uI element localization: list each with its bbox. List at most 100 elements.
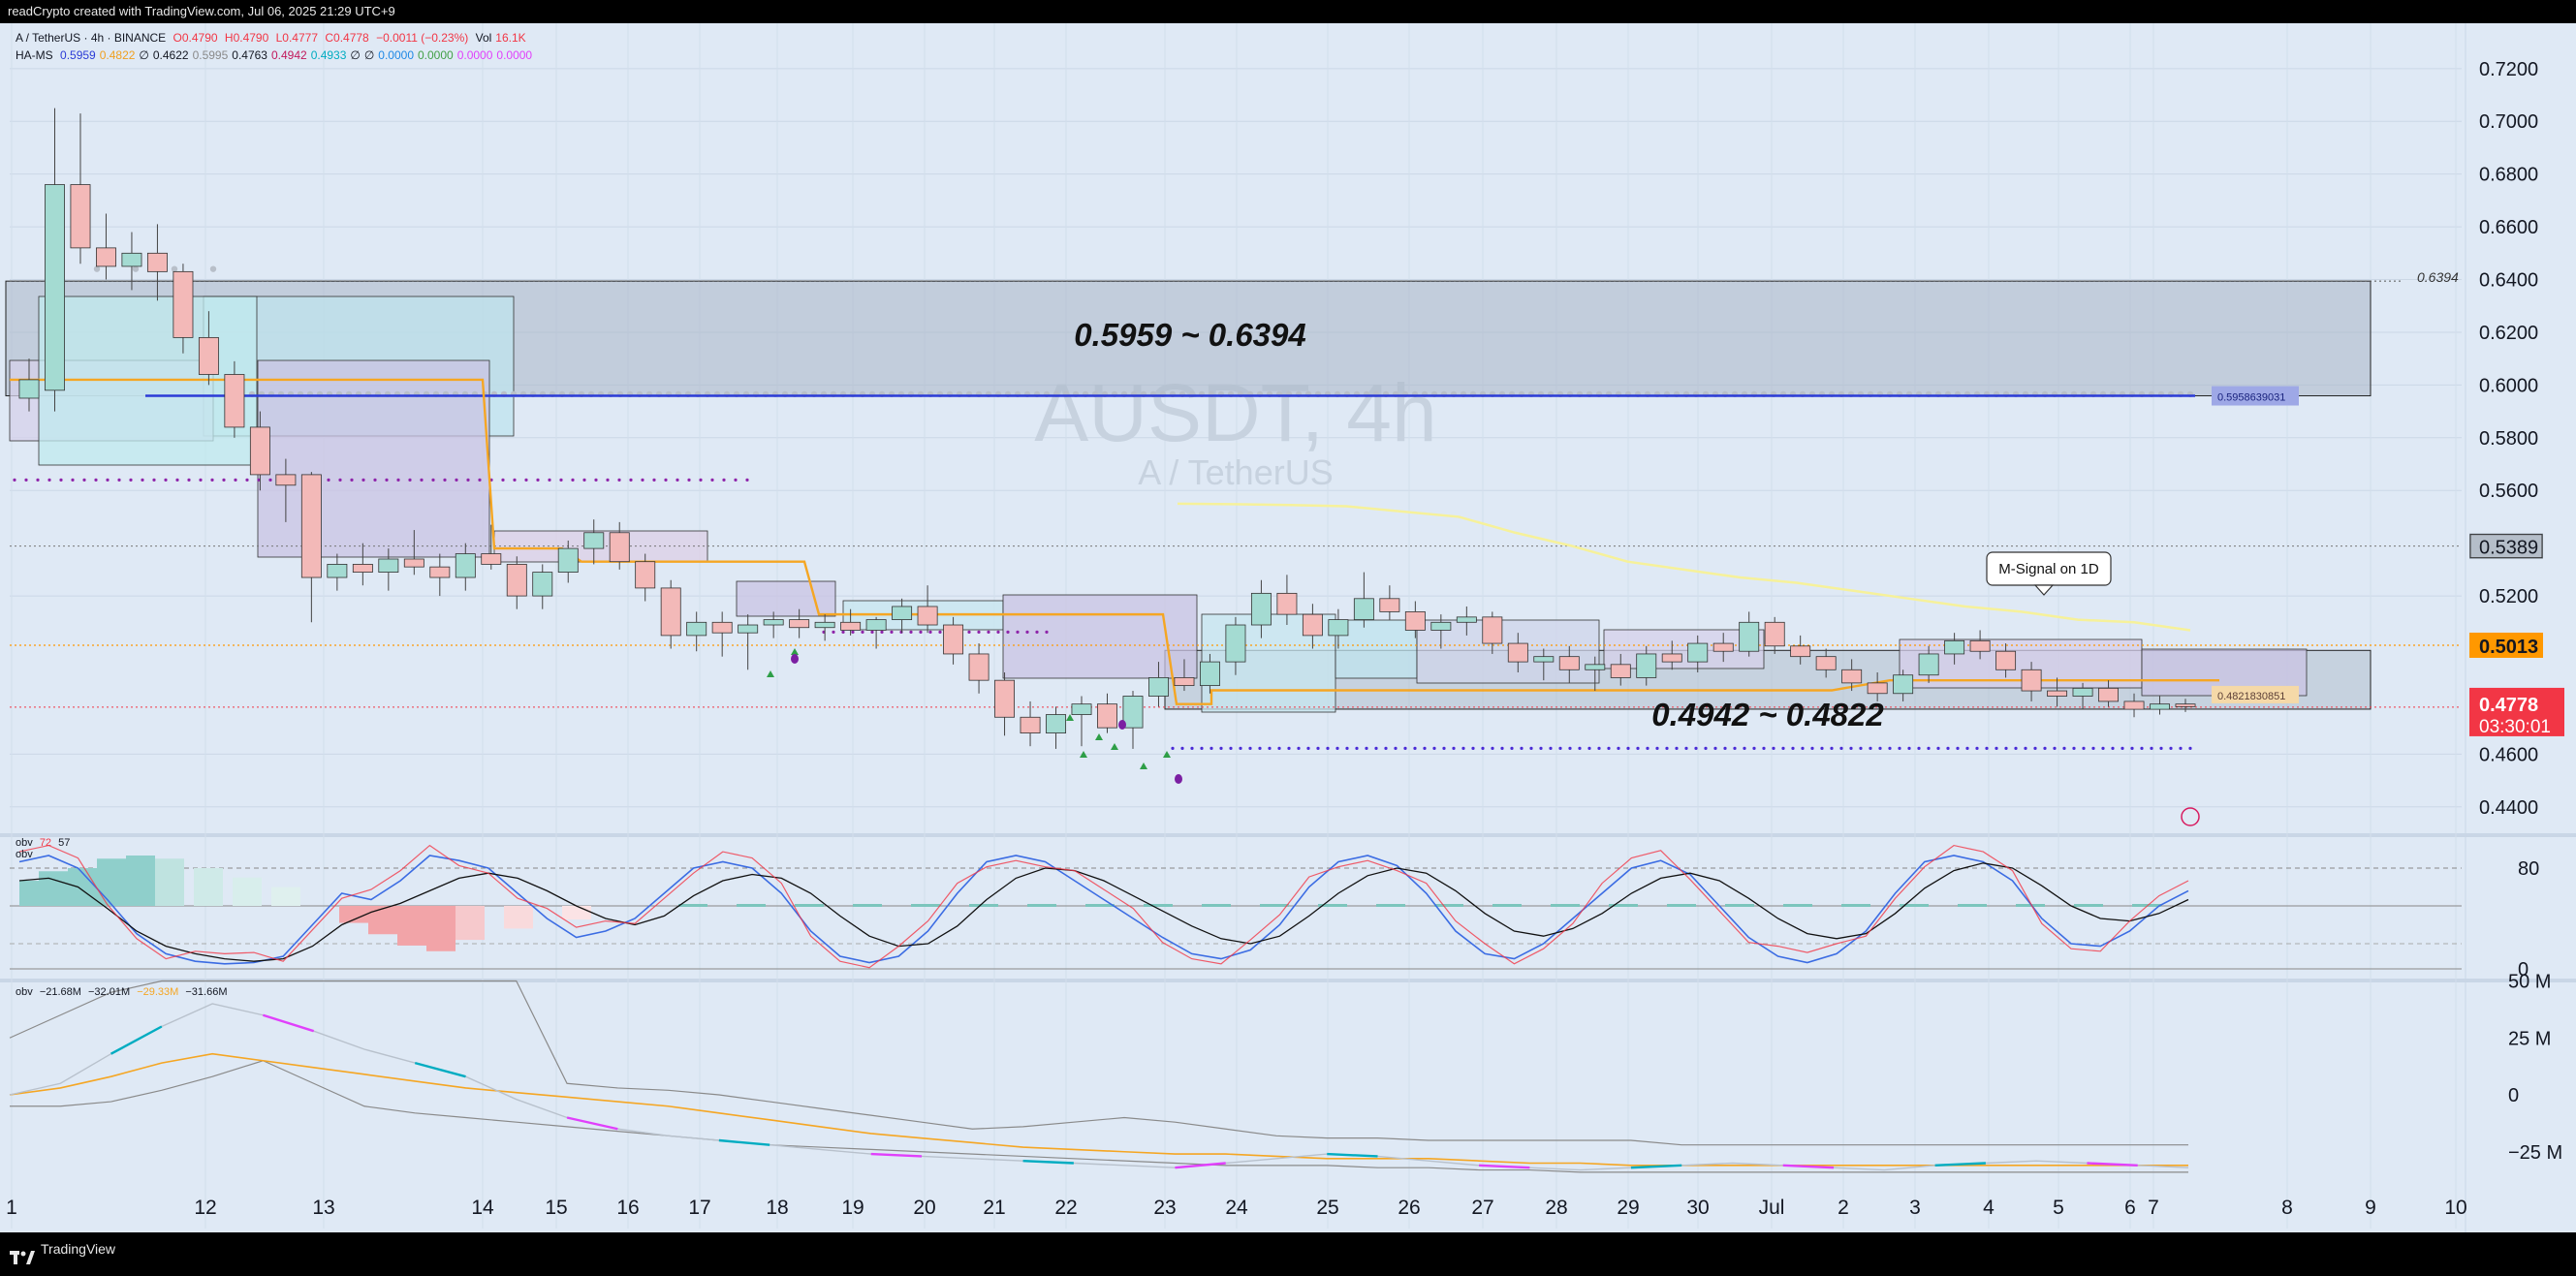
purple-dot [1752, 746, 1756, 750]
purple-dot [2082, 746, 2086, 750]
purple-dot [582, 478, 586, 482]
time-axis-tick: 18 [766, 1197, 788, 1219]
lower-zone-label: 0.4942 ~ 0.4822 [1651, 697, 1884, 732]
buy-arrow-icon [1095, 733, 1103, 740]
purple-dot [1636, 746, 1640, 750]
price-axis-tick: 0.6800 [2479, 165, 2538, 186]
candle-body [1122, 696, 1144, 729]
legend-hams-name[interactable]: HA-MS [16, 48, 53, 62]
purple-dot [1975, 746, 1979, 750]
purple-dot [187, 478, 191, 482]
candle-body [1456, 616, 1477, 623]
obv-histogram-bar [853, 904, 882, 907]
legend-hams-value: ∅ [139, 48, 149, 62]
price-badge-5389-inner [2469, 534, 2543, 559]
candle-body [1174, 677, 1195, 687]
osc1-axis-tick: 0 [2518, 959, 2529, 980]
obv-histogram-bar [1725, 904, 1754, 907]
legend-hams-value: 0.5959 [60, 48, 96, 62]
candle-body [2021, 669, 2042, 692]
candle [635, 553, 656, 602]
legend-obv2-v2: −32.01M [88, 986, 131, 998]
time-axis-tick: Jul [1759, 1197, 1785, 1219]
legend-obv1-name[interactable]: obv [16, 837, 33, 849]
legend-hams: HA-MS 0.5959 0.4822 ∅ 0.4622 0.5995 0.4763 0.4… [16, 48, 536, 62]
time-axis-tick: 7 [2148, 1197, 2159, 1219]
obv-histogram-bar [456, 906, 485, 941]
candle [146, 224, 168, 301]
candle [1430, 614, 1452, 649]
purple-dot [1277, 746, 1281, 750]
purple-dot [1568, 746, 1572, 750]
candle-body [300, 474, 322, 578]
candle [660, 579, 681, 649]
purple-dot [106, 478, 110, 482]
legend-obv2-v4: −31.66M [185, 986, 228, 998]
purple-dot [338, 478, 342, 482]
candle [1944, 633, 1965, 665]
purple-dot [1801, 746, 1805, 750]
candle-body [686, 621, 707, 637]
obv-histogram-bar [1260, 904, 1289, 907]
buy-arrow-icon [1140, 762, 1147, 769]
candle-body [121, 252, 142, 267]
time-axis-tick: 5 [2053, 1197, 2064, 1219]
candle-body [95, 247, 116, 267]
obv-histogram-bar [562, 906, 591, 920]
candle [557, 540, 579, 583]
time-axis-tick: 28 [1545, 1197, 1567, 1219]
obv-histogram-bar [397, 906, 426, 946]
purple-dot [2150, 746, 2153, 750]
level-label-6394: 0.6394 [2417, 269, 2459, 285]
legend-obv1-name2[interactable]: obv [16, 849, 33, 860]
price-badge-last [2469, 687, 2564, 736]
osc2-axis-tick: 25 M [2508, 1028, 2551, 1049]
obv-colored-segment [1934, 1162, 1986, 1167]
candle-body [635, 561, 656, 589]
purple-dot [1791, 746, 1795, 750]
time-axis-tick: 12 [194, 1197, 216, 1219]
legend-hams-value: ∅ [363, 48, 375, 62]
candle-body [1046, 714, 1066, 733]
purple-dot [880, 630, 884, 634]
purple-dot [2179, 746, 2183, 750]
obv-histogram-bar [155, 858, 184, 906]
footer-brand: TradingView [41, 1241, 116, 1257]
legend-obv2-name[interactable]: obv [16, 986, 33, 998]
osc1-axis-tick: 80 [2518, 858, 2539, 880]
purple-dot [1607, 746, 1611, 750]
purple-dot [928, 630, 932, 634]
candle-body [481, 553, 502, 565]
osc2-axis-tick: 50 M [2508, 972, 2551, 993]
purple-dot [1713, 746, 1717, 750]
footer-bar: TradingView [0, 1232, 2576, 1265]
candle-body [532, 572, 553, 597]
purple-dot [1587, 746, 1591, 750]
purple-dot [1927, 746, 1931, 750]
candle [686, 611, 707, 652]
obv-histogram-bar [1376, 904, 1405, 907]
purple-dot [1859, 746, 1863, 750]
obv-ma-line [9, 1052, 2188, 1167]
purple-dot [2140, 746, 2144, 750]
signal-marker-icon [1118, 720, 1126, 730]
candle [1739, 611, 1760, 657]
buy-arrow-icon [767, 670, 774, 677]
tradingview-logo-icon [10, 1243, 35, 1265]
candle [1687, 635, 1709, 672]
obv-colored-segment [1782, 1164, 1835, 1169]
purple-dot [13, 478, 16, 482]
level-tag-text-5959: 0.5958639031 [2217, 392, 2285, 404]
time-axis-tick: 21 [983, 1197, 1005, 1219]
candle [352, 543, 373, 586]
obv-histogram-bar [1958, 904, 1987, 907]
candle [789, 608, 810, 638]
purple-dot [513, 478, 517, 482]
purple-dot [257, 478, 261, 482]
candle-body [45, 184, 65, 391]
candle [1225, 616, 1246, 675]
legend-symbol[interactable]: A / TetherUS · 4h · BINANCE [16, 31, 167, 45]
time-axis-tick: 8 [2281, 1197, 2293, 1219]
candle [1636, 645, 1657, 686]
